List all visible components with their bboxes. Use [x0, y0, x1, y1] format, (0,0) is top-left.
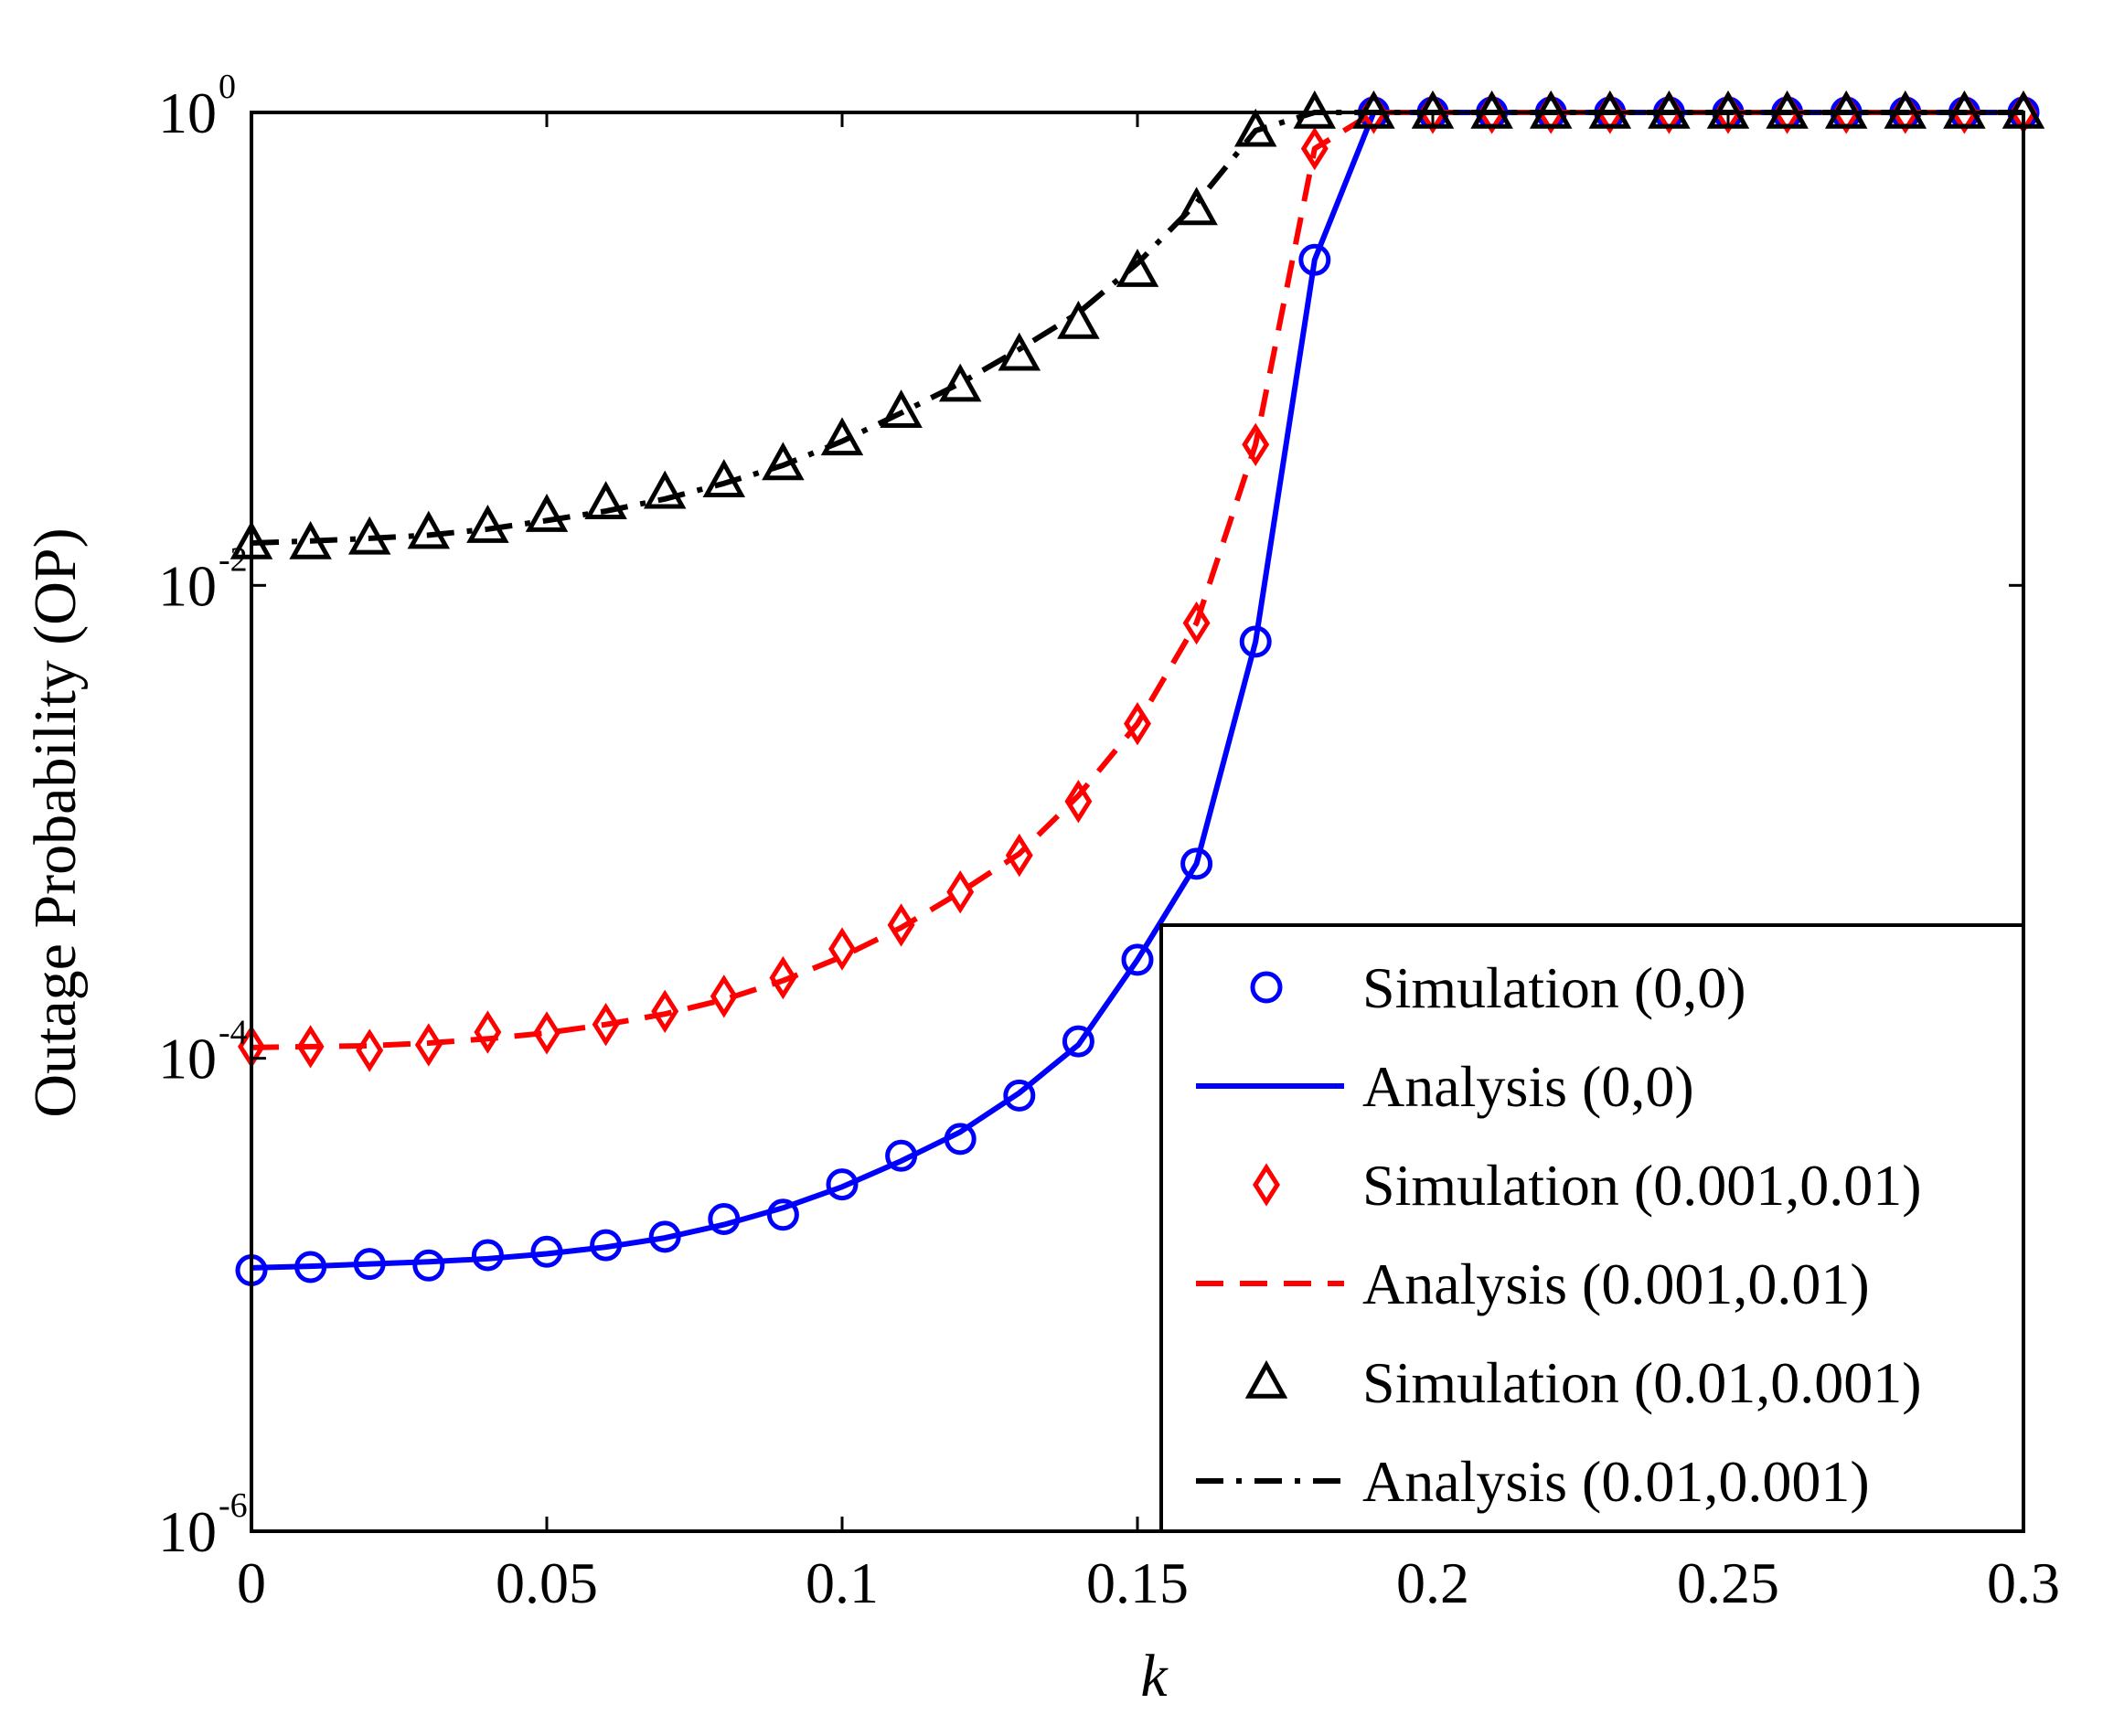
legend-item: Simulation (0,0) [1250, 955, 1746, 1020]
data-point [766, 1198, 799, 1231]
data-point [533, 1011, 560, 1055]
data-point [998, 332, 1041, 371]
y-tick-label: 10 0 [158, 68, 236, 145]
legend-marker-sample [1244, 1359, 1288, 1399]
data-point [643, 470, 687, 509]
data-point [1180, 847, 1213, 880]
series-analysis-0-001-0-01- [251, 110, 2023, 1050]
legend: Simulation (0,0) Analysis (0,0) Simulation… [1159, 923, 2025, 1533]
data-point [887, 903, 915, 947]
x-tick-label: 0 [237, 1550, 266, 1615]
data-point [412, 1249, 445, 1282]
data-point [651, 989, 679, 1033]
data-point [710, 975, 738, 1018]
legend-item: Analysis (0.001,0.01) [1196, 1251, 1870, 1316]
data-point [525, 494, 569, 532]
data-point [828, 927, 856, 971]
y-tick-base: 10 [158, 553, 217, 618]
x-tick-label: 0.05 [496, 1550, 598, 1615]
y-tick-label: 10 -2 [158, 540, 248, 618]
data-point [1242, 422, 1270, 466]
legend-label: Simulation (0,0) [1362, 955, 1746, 1020]
legend-marker-sample [1253, 1163, 1280, 1207]
legend-label: Analysis (0.001,0.01) [1362, 1251, 1870, 1316]
data-point [584, 481, 627, 519]
legend-item: Analysis (0,0) [1196, 1054, 1694, 1119]
legend-marker-sample [1250, 971, 1283, 1004]
legend-item: Analysis (0.01,0.001) [1196, 1449, 1870, 1514]
series-line [251, 110, 2023, 1050]
data-point [592, 1002, 620, 1047]
x-axis-title: k [1140, 1643, 1169, 1709]
data-point [466, 505, 509, 543]
data-point [1003, 1079, 1036, 1112]
data-point [1124, 701, 1151, 746]
y-tick-label: 10 -6 [158, 1486, 248, 1564]
legend-box [1159, 923, 2025, 1533]
y-tick-exponent: -6 [219, 1486, 248, 1525]
y-axis-title: Outage Probability (OP) [22, 527, 89, 1117]
data-point [820, 417, 864, 456]
y-tick-exponent: -4 [219, 1014, 248, 1052]
data-point [938, 363, 982, 402]
data-point [769, 955, 797, 1000]
data-point [407, 510, 451, 549]
legend-label: Analysis (0.01,0.001) [1362, 1449, 1870, 1514]
y-tick-label: 10 -4 [158, 1014, 248, 1092]
y-tick-exponent: 0 [219, 68, 236, 106]
data-point [1062, 1025, 1094, 1058]
legend-item: Simulation (0.01,0.001) [1244, 1350, 1922, 1415]
y-tick-base: 10 [158, 1499, 217, 1564]
x-tick-label: 0.3 [1987, 1550, 2060, 1615]
data-point [414, 1023, 443, 1067]
data-point [880, 389, 923, 428]
data-point [296, 1025, 325, 1069]
x-tick-label: 0.25 [1677, 1550, 1779, 1615]
x-tick-label: 0.1 [806, 1550, 879, 1615]
y-tick-exponent: -2 [219, 540, 248, 579]
data-point [826, 1168, 859, 1201]
legend-label: Analysis (0,0) [1362, 1054, 1694, 1119]
legend-items: Simulation (0,0) Analysis (0,0) Simulation… [1196, 955, 1922, 1514]
data-point [1121, 943, 1154, 976]
data-point [474, 1010, 502, 1054]
x-tick-label: 0.15 [1086, 1550, 1189, 1615]
data-point [1064, 779, 1093, 824]
legend-label: Simulation (0.01,0.001) [1362, 1350, 1922, 1415]
legend-label: Simulation (0.001,0.01) [1362, 1153, 1922, 1218]
data-point [1175, 186, 1218, 226]
x-tick-label: 0.2 [1396, 1550, 1469, 1615]
legend-item: Simulation (0.001,0.01) [1253, 1153, 1922, 1218]
y-tick-base: 10 [158, 1027, 217, 1092]
data-point [1182, 601, 1211, 645]
y-tick-base: 10 [158, 80, 217, 145]
